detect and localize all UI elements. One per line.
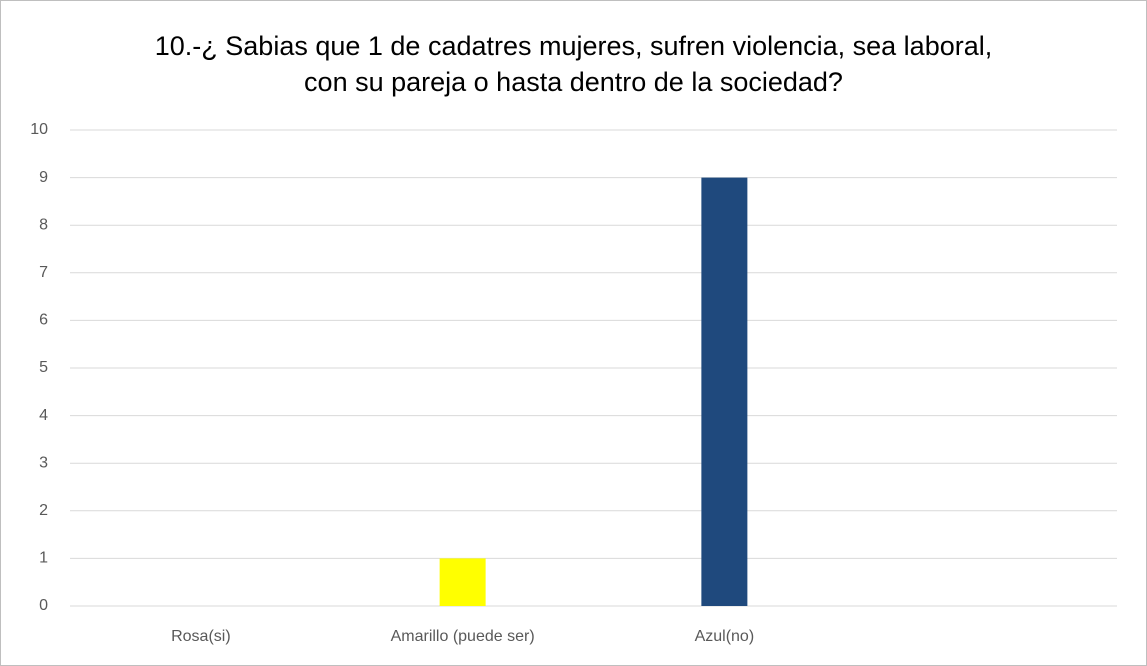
title-box: 10.-¿ Sabias que 1 de cadatres mujeres, …: [0, 28, 1147, 100]
x-tick-label: Rosa(si): [171, 628, 231, 645]
y-tick-label: 4: [39, 407, 48, 424]
y-tick-label: 0: [39, 597, 48, 614]
y-tick-label: 6: [39, 312, 48, 329]
y-tick-label: 9: [39, 169, 48, 186]
y-tick-label: 2: [39, 502, 48, 519]
bar: [439, 558, 486, 606]
x-tick-label: Amarillo (puede ser): [391, 628, 535, 645]
y-tick-label: 7: [39, 264, 48, 281]
y-tick-label: 10: [30, 121, 48, 138]
chart-title: 10.-¿ Sabias que 1 de cadatres mujeres, …: [154, 31, 993, 97]
y-tick-label: 5: [39, 359, 48, 376]
y-tick-label: 1: [39, 550, 48, 567]
y-tick-label: 8: [39, 216, 48, 233]
x-tick-label: Azul(no): [695, 628, 755, 645]
bar: [701, 177, 748, 606]
y-tick-label: 3: [39, 454, 48, 471]
